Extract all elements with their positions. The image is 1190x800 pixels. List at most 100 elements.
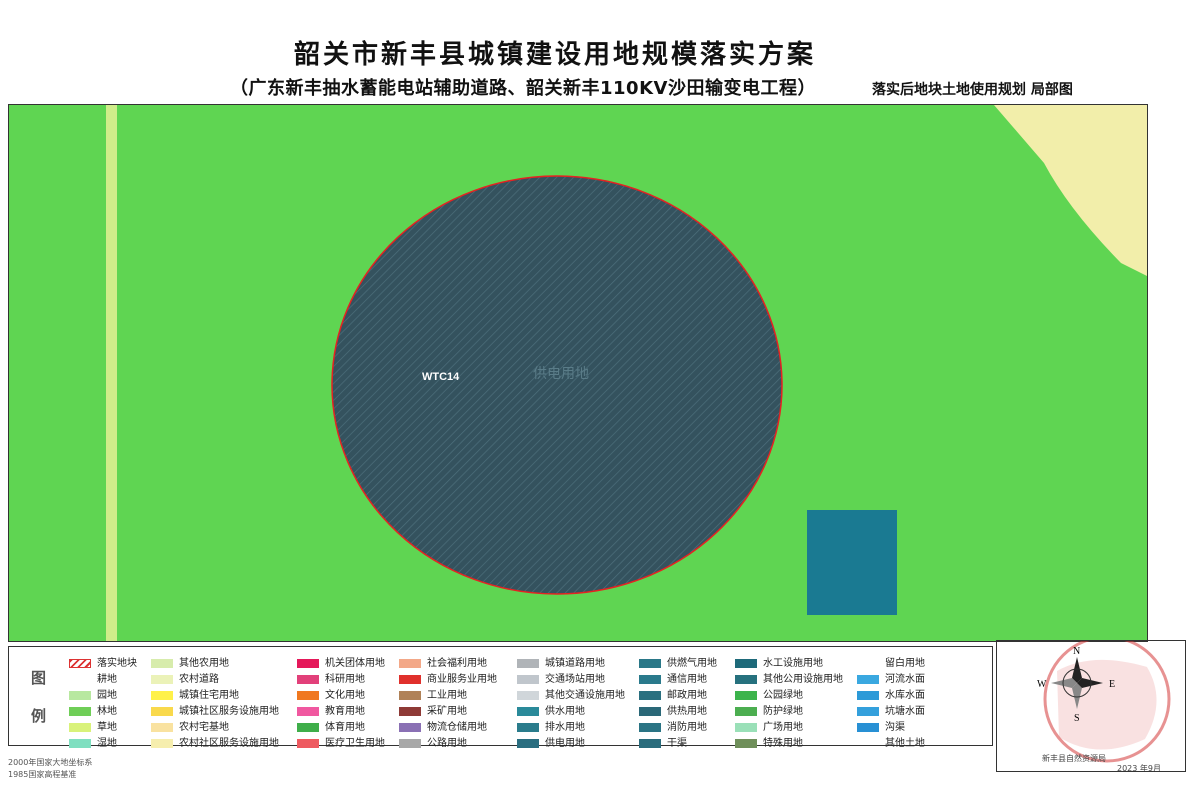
parcel-circle[interactable] <box>331 175 783 595</box>
road-stripe <box>106 105 117 641</box>
compass-s: S <box>1074 713 1080 724</box>
legend-item: 排水用地 <box>517 722 585 734</box>
legend-label: 交通场站用地 <box>545 674 605 685</box>
legend-label: 医疗卫生用地 <box>325 738 385 749</box>
legend-item: 消防用地 <box>639 722 707 734</box>
legend-swatch <box>517 722 539 732</box>
parcel-code: WTC14 <box>422 371 460 383</box>
legend-swatch <box>399 738 421 748</box>
legend-label: 科研用地 <box>325 674 365 685</box>
legend-item: 邮政用地 <box>639 690 707 702</box>
substation-square[interactable] <box>807 510 897 615</box>
compass-svg: N S W E 新丰县自然资源局 2023 年9月 <box>1037 641 1171 771</box>
org-text: 新丰县自然资源局 <box>1042 753 1106 763</box>
legend-item: 农村社区服务设施用地 <box>151 738 279 750</box>
legend-item: 公园绿地 <box>735 690 803 702</box>
legend-item: 教育用地 <box>297 706 365 718</box>
legend-swatch <box>297 690 319 700</box>
map-subtitle: （广东新丰抽水蓄能电站辅助道路、韶关新丰110KV沙田输变电工程） <box>230 78 816 99</box>
legend-swatch <box>69 706 91 716</box>
legend-label: 文化用地 <box>325 690 365 701</box>
legend-item: 文化用地 <box>297 690 365 702</box>
legend-label: 商业服务业用地 <box>427 674 497 685</box>
legend-label: 水库水面 <box>885 690 925 701</box>
legend-swatch <box>69 738 91 748</box>
legend-item: 公路用地 <box>399 738 467 750</box>
legend-item: 采矿用地 <box>399 706 467 718</box>
legend-label: 其他土地 <box>885 738 925 749</box>
legend-swatch <box>297 706 319 716</box>
legend-swatch <box>857 674 879 684</box>
legend-item: 农村宅基地 <box>151 722 229 734</box>
legend-label: 林地 <box>97 706 117 717</box>
legend-item: 坑塘水面 <box>857 706 925 718</box>
legend-swatch <box>399 706 421 716</box>
legend-label: 物流仓储用地 <box>427 722 487 733</box>
legend-swatch <box>857 706 879 716</box>
legend-swatch <box>151 706 173 716</box>
legend-item: 农村道路 <box>151 674 219 686</box>
legend-label: 供水用地 <box>545 706 585 717</box>
legend-label: 广场用地 <box>763 722 803 733</box>
legend-label: 特殊用地 <box>763 738 803 749</box>
legend-label: 城镇社区服务设施用地 <box>179 706 279 717</box>
legend-swatch <box>69 675 91 684</box>
legend-item: 防护绿地 <box>735 706 803 718</box>
legend-swatch <box>639 738 661 748</box>
legend-label: 教育用地 <box>325 706 365 717</box>
legend-item: 体育用地 <box>297 722 365 734</box>
legend-label: 供电用地 <box>545 738 585 749</box>
legend-swatch <box>639 690 661 700</box>
legend-label: 防护绿地 <box>763 706 803 717</box>
legend-label: 湿地 <box>97 738 117 749</box>
legend-item: 通信用地 <box>639 674 707 686</box>
legend-label: 留白用地 <box>885 658 925 669</box>
legend-label: 公园绿地 <box>763 690 803 701</box>
legend-label: 草地 <box>97 722 117 733</box>
legend-label: 城镇道路用地 <box>545 658 605 669</box>
seal-stamp <box>1043 641 1171 763</box>
legend-swatch <box>297 722 319 732</box>
legend-label: 城镇住宅用地 <box>179 690 239 701</box>
legend-item: 林地 <box>69 706 117 718</box>
map-caption: 落实后地块土地使用规划 局部图 <box>872 82 1073 98</box>
legend-swatch <box>69 690 91 700</box>
legend-item: 落实地块 <box>69 658 137 670</box>
legend-swatch <box>297 738 319 748</box>
legend-label: 工业用地 <box>427 690 467 701</box>
legend-swatch <box>639 706 661 716</box>
legend-swatch <box>399 722 421 732</box>
map-svg: WTC14 供电用地 <box>9 105 1147 641</box>
compass-w: W <box>1037 679 1047 690</box>
legend-item: 草地 <box>69 722 117 734</box>
legend-swatch <box>857 659 879 668</box>
legend-item: 干渠 <box>639 738 687 750</box>
legend-item: 城镇道路用地 <box>517 658 605 670</box>
compass-n: N <box>1073 646 1080 657</box>
legend-item: 工业用地 <box>399 690 467 702</box>
legend-item: 供热用地 <box>639 706 707 718</box>
legend: 图 例 落实地块 耕地 园地 林地 草地 湿地 其他农用地 农村道路 城镇住宅用地 城镇社区服务设… <box>8 646 993 749</box>
compass-rose <box>1051 657 1103 709</box>
legend-item: 水工设施用地 <box>735 658 823 670</box>
legend-label: 农村道路 <box>179 674 219 685</box>
legend-swatch <box>151 738 173 748</box>
legend-swatch <box>857 739 879 748</box>
legend-swatch <box>517 674 539 684</box>
legend-item: 留白用地 <box>857 658 925 670</box>
legend-label: 通信用地 <box>667 674 707 685</box>
legend-item: 耕地 <box>69 674 117 686</box>
legend-label: 干渠 <box>667 738 687 749</box>
legend-label: 其他交通设施用地 <box>545 690 625 701</box>
map-canvas[interactable]: WTC14 供电用地 <box>8 104 1148 642</box>
legend-label: 体育用地 <box>325 722 365 733</box>
legend-item: 社会福利用地 <box>399 658 487 670</box>
legend-swatch <box>857 722 879 732</box>
legend-swatch <box>735 738 757 748</box>
legend-item: 商业服务业用地 <box>399 674 497 686</box>
legend-swatch <box>735 674 757 684</box>
legend-label: 农村宅基地 <box>179 722 229 733</box>
legend-swatch <box>297 658 319 668</box>
legend-item: 湿地 <box>69 738 117 750</box>
elevation-note: 1985国家高程基准 <box>8 770 77 779</box>
